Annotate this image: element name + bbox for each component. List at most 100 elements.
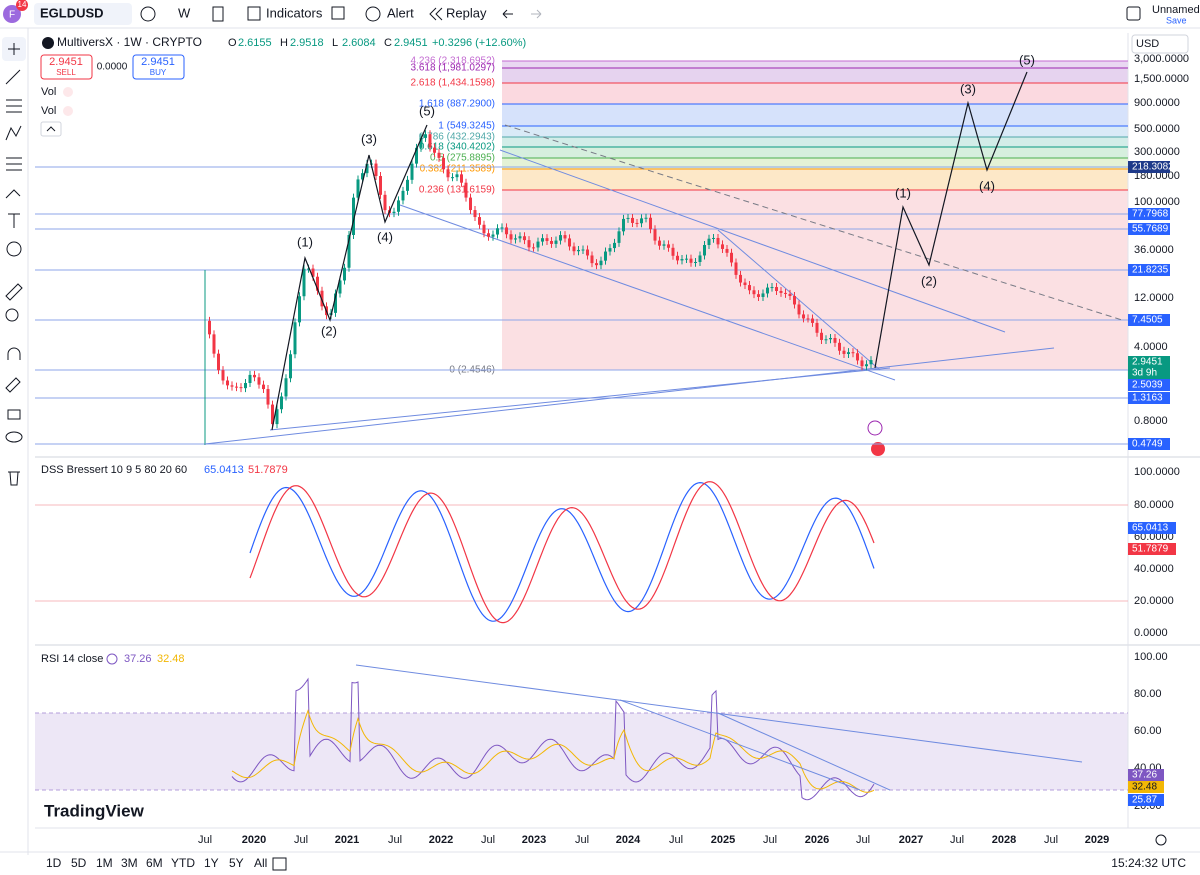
trendline-tool[interactable]: [5, 69, 21, 85]
buy-button[interactable]: [132, 54, 185, 80]
candle: [712, 237, 715, 239]
zoom-tool[interactable]: [5, 308, 19, 322]
layout-icon[interactable]: [1126, 6, 1141, 21]
candle: [442, 157, 445, 170]
event-icon[interactable]: [867, 420, 883, 436]
candle: [523, 236, 526, 241]
range-button[interactable]: 5D: [71, 856, 87, 870]
indicators-icon[interactable]: [247, 6, 261, 21]
text-tool[interactable]: [8, 213, 20, 228]
price-tick-label: 36.0000: [1134, 244, 1174, 256]
ohlc-label: C: [384, 37, 392, 49]
save-button[interactable]: Save: [1166, 15, 1187, 25]
candle: [838, 342, 841, 351]
candle: [802, 314, 805, 319]
ohlc-value: 2.6155: [238, 37, 272, 49]
layout-name[interactable]: Unnamed: [1152, 4, 1200, 16]
range-button[interactable]: 3M: [121, 856, 138, 870]
dss-tick-label: 100.0000: [1134, 466, 1180, 478]
range-button[interactable]: 1Y: [204, 856, 219, 870]
symbol-box[interactable]: [34, 3, 132, 25]
candle: [694, 261, 697, 263]
volume-label: Vol: [41, 105, 56, 117]
candle: [293, 322, 297, 355]
range-button[interactable]: 1D: [46, 856, 62, 870]
settings-icon[interactable]: [1155, 834, 1167, 846]
symbol[interactable]: EGLDUSD: [40, 5, 104, 20]
fib-tool[interactable]: [6, 99, 22, 113]
candle: [680, 259, 684, 261]
price-tick-label: 1,500.0000: [1134, 73, 1189, 85]
replay-icon[interactable]: [429, 7, 443, 21]
candle: [320, 290, 324, 307]
sell-button[interactable]: [40, 54, 93, 80]
candle: [703, 245, 706, 256]
candle: [644, 217, 648, 219]
hide-tool[interactable]: [5, 431, 23, 443]
indicators-button[interactable]: Indicators: [266, 5, 323, 20]
candle: [230, 385, 234, 387]
time-tick-label: Jul: [763, 834, 777, 846]
warning-icon[interactable]: [63, 87, 73, 97]
range-button[interactable]: All: [254, 856, 267, 870]
range-button[interactable]: 1M: [96, 856, 113, 870]
fib-label: 2.618 (1,434.1598): [410, 78, 495, 89]
prediction-tool[interactable]: [6, 157, 22, 171]
candle: [235, 386, 238, 388]
interval[interactable]: W: [178, 5, 191, 20]
rsi-tick-label: 60.00: [1134, 725, 1162, 737]
warning-icon[interactable]: [63, 106, 73, 116]
price-badge: [1128, 264, 1170, 276]
price-tick-label: 900.0000: [1134, 97, 1180, 109]
dss-badge-label: 51.7879: [1132, 544, 1169, 555]
ruler-tool[interactable]: [5, 283, 23, 301]
candle: [734, 262, 738, 275]
range-button[interactable]: YTD: [171, 856, 195, 870]
time-tick-label: 2021: [335, 834, 359, 846]
fib-band: [502, 190, 1128, 370]
candle: [352, 197, 355, 235]
price-tick-label: 500.0000: [1134, 123, 1180, 135]
event-icon[interactable]: [871, 442, 885, 456]
avatar[interactable]: [3, 5, 21, 23]
brush-tool[interactable]: [5, 189, 21, 199]
candle: [487, 233, 490, 237]
candle: [797, 304, 801, 315]
lock-tool[interactable]: [7, 409, 21, 420]
currency-box[interactable]: [1131, 34, 1189, 54]
range-button[interactable]: 5Y: [229, 856, 244, 870]
range-button[interactable]: 6M: [146, 856, 163, 870]
draw-mode-tool[interactable]: [5, 377, 21, 393]
candle: [685, 258, 688, 260]
candle: [604, 251, 607, 261]
replay-button[interactable]: Replay: [446, 5, 487, 20]
candle: [676, 255, 679, 261]
crosshair-tool[interactable]: [8, 43, 20, 55]
ohlc-change: +0.3296 (+12.60%): [432, 37, 526, 49]
alert-button[interactable]: Alert: [387, 5, 414, 20]
redo-icon[interactable]: [531, 9, 542, 19]
add-icon[interactable]: [140, 6, 156, 22]
templates-icon[interactable]: [331, 6, 345, 20]
currency[interactable]: USD: [1136, 38, 1159, 50]
clock: 15:24:32 UTC: [1111, 856, 1186, 870]
trendline: [399, 204, 896, 381]
price-tick-label: 4.0000: [1134, 341, 1168, 353]
alert-icon[interactable]: [365, 6, 381, 22]
emoji-tool[interactable]: [6, 241, 22, 257]
candle: [752, 290, 756, 295]
pattern-tool[interactable]: [5, 125, 22, 141]
candles-icon[interactable]: [212, 6, 224, 22]
candle: [622, 218, 625, 232]
delete-tool[interactable]: [8, 471, 20, 486]
candle: [815, 322, 819, 333]
date-range-icon[interactable]: [272, 857, 287, 871]
undo-icon[interactable]: [502, 9, 513, 19]
dss-badge: [1128, 522, 1176, 534]
ohlc-value: 2.9518: [290, 37, 324, 49]
price-badge-label: 3d 9h: [1132, 368, 1157, 379]
avatar-letter: F: [9, 10, 15, 21]
collapse-button[interactable]: [40, 121, 62, 137]
magnet-tool[interactable]: [7, 347, 21, 360]
time-tick-label: Jul: [856, 834, 870, 846]
